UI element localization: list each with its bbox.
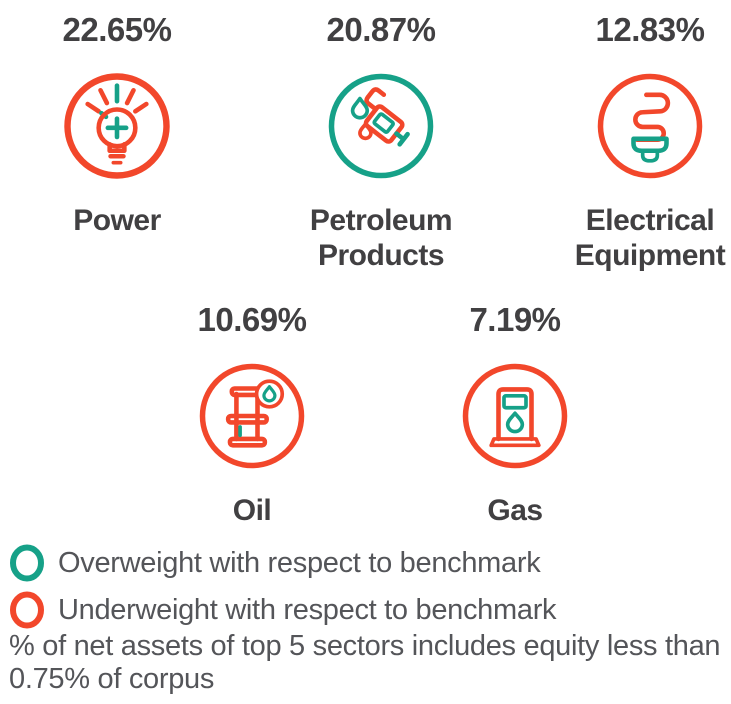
overweight-ring-icon — [9, 543, 45, 583]
cfl-bulb-icon — [595, 71, 705, 181]
sector-label: Power — [73, 203, 161, 237]
legend-label-underweight: Underweight with respect to benchmark — [58, 593, 557, 626]
footnote-line-1: % of net assets of top 5 sectors include… — [9, 630, 721, 662]
sector-value: 10.69% — [197, 301, 307, 338]
sector-label: Gas — [487, 493, 543, 527]
underweight-ring-icon — [9, 590, 45, 630]
oil-barrel-icon — [197, 361, 307, 471]
footnote-line-2: 0.75% of corpus — [9, 662, 215, 695]
sector-label: Electrical Equipment — [574, 203, 726, 272]
sector-card-gas: 7.19% Gas — [405, 300, 625, 528]
legend: Overweight with respect to benchmark Und… — [9, 542, 557, 636]
sector-value: 12.83% — [595, 11, 705, 48]
legend-row-underweight: Underweight with respect to benchmark — [9, 589, 557, 631]
sector-card-oil: 10.69% Oil — [142, 300, 362, 528]
lightbulb-idea-icon — [62, 71, 172, 181]
fuel-nozzle-icon — [326, 71, 436, 181]
sector-value: 7.19% — [469, 301, 561, 338]
legend-row-overweight: Overweight with respect to benchmark — [9, 542, 556, 584]
sector-card-electrical-equipment: 12.83% Electrical Equipment — [540, 10, 731, 273]
sector-card-petroleum-products: 20.87% Petroleum Products — [271, 10, 491, 273]
sector-label: Petroleum Products — [309, 203, 453, 272]
footnote: % of net assets of top 5 sectors include… — [9, 630, 724, 696]
sector-value: 22.65% — [62, 11, 172, 48]
legend-label-overweight: Overweight with respect to benchmark — [58, 546, 541, 579]
gas-pump-icon — [460, 361, 570, 471]
sector-card-power: 22.65% Power — [7, 10, 227, 238]
sector-label: Oil — [232, 493, 272, 527]
sector-value: 20.87% — [326, 11, 436, 48]
